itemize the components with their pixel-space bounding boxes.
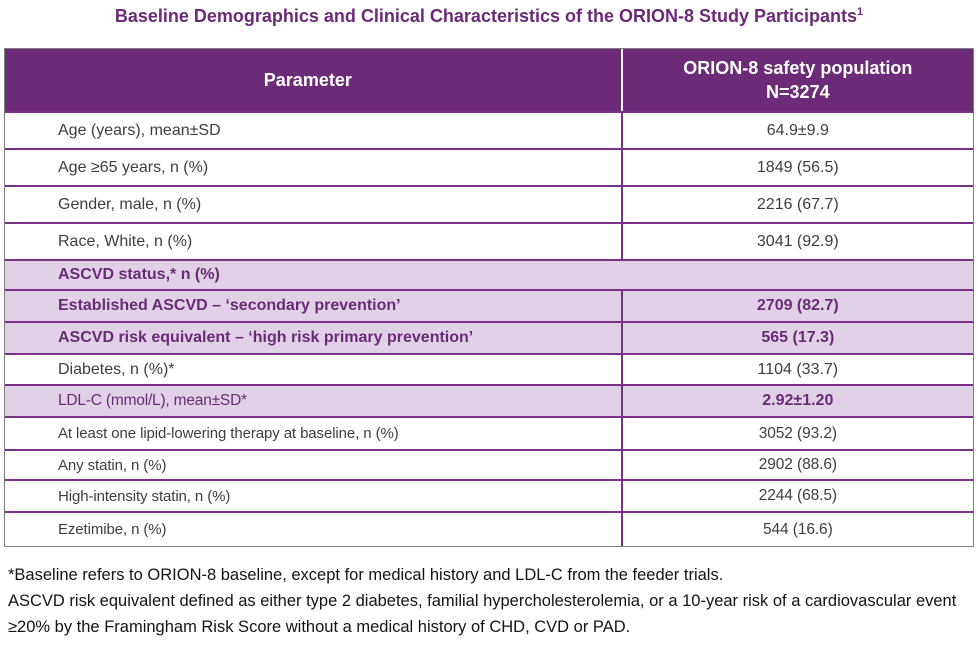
value-cell: 2216 (67.7) (620, 187, 973, 222)
table-section-row-ascvd-status: ASCVD status,* n (%) (5, 259, 973, 289)
value-cell: 565 (17.3) (620, 323, 973, 353)
value-cell: 64.9±9.9 (620, 113, 973, 148)
value-cell: 1104 (33.7) (620, 355, 973, 384)
parameter-cell: High-intensity statin, n (%) (58, 487, 231, 505)
table-row-lipid-lowering-therapy: At least one lipid-lowering therapy at b… (5, 416, 973, 449)
value-cell: 2.92±1.20 (620, 386, 973, 416)
title-superscript: 1 (857, 6, 864, 18)
parameter-cell: Ezetimibe, n (%) (58, 521, 167, 538)
footnotes: *Baseline refers to ORION-8 baseline, ex… (8, 562, 970, 640)
parameter-cell: Established ASCVD – ‘secondary preventio… (58, 297, 401, 314)
parameter-cell: Diabetes, n (%)* (58, 360, 175, 378)
table-row-established-ascvd: Established ASCVD – ‘secondary preventio… (5, 289, 973, 321)
table-row-race: Race, White, n (%) 3041 (92.9) (5, 222, 973, 259)
footnote-line-ascvd-definition: ASCVD risk equivalent defined as either … (8, 592, 957, 636)
parameter-cell: Gender, male, n (%) (58, 195, 202, 213)
page-title-text: Baseline Demographics and Clinical Chara… (114, 6, 858, 26)
table-row-ascvd-risk-equivalent: ASCVD risk equivalent – ‘high risk prima… (5, 321, 973, 353)
table-row-diabetes: Diabetes, n (%)* 1104 (33.7) (5, 353, 973, 384)
table-row-gender: Gender, male, n (%) 2216 (67.7) (5, 185, 973, 222)
header-population-line2: N=3274 (766, 82, 830, 102)
page-title: Baseline Demographics and Clinical Chara… (0, 6, 978, 27)
value-cell: 2902 (88.6) (620, 451, 973, 479)
parameter-cell: Any statin, n (%) (58, 456, 167, 474)
demographics-table: Parameter ORION-8 safety population N=32… (4, 48, 974, 547)
parameter-cell: Age (years), mean±SD (58, 121, 221, 139)
value-cell: 544 (16.6) (620, 513, 973, 546)
table-row-high-intensity-statin: High-intensity statin, n (%) 2244 (68.5) (5, 479, 973, 511)
value-cell: 2709 (82.7) (620, 291, 973, 321)
table-header-row: Parameter ORION-8 safety population N=32… (5, 49, 973, 111)
parameter-cell: ASCVD risk equivalent – ‘high risk prima… (58, 329, 474, 346)
value-cell: 2244 (68.5) (620, 481, 973, 511)
section-label: ASCVD status,* n (%) (58, 266, 220, 283)
value-cell: 1849 (56.5) (620, 150, 973, 185)
table-row-age: Age (years), mean±SD 64.9±9.9 (5, 111, 973, 148)
header-parameter: Parameter (263, 69, 352, 90)
table-row-ldl-c: LDL-C (mmol/L), mean±SD* 2.92±1.20 (5, 384, 973, 416)
header-population-line1: ORION-8 safety population (683, 58, 913, 78)
value-cell: 3052 (93.2) (620, 418, 973, 449)
table-row-any-statin: Any statin, n (%) 2902 (88.6) (5, 449, 973, 479)
parameter-cell: Race, White, n (%) (58, 232, 193, 250)
parameter-cell: LDL-C (mmol/L), mean±SD* (58, 392, 247, 409)
table-row-ezetimibe: Ezetimibe, n (%) 544 (16.6) (5, 511, 973, 546)
header-population: ORION-8 safety population N=3274 (620, 49, 973, 111)
footnote-line-baseline: *Baseline refers to ORION-8 baseline, ex… (8, 566, 724, 584)
parameter-cell: Age ≥65 years, n (%) (58, 158, 209, 176)
parameter-cell: At least one lipid-lowering therapy at b… (58, 425, 399, 442)
value-cell: 3041 (92.9) (620, 224, 973, 259)
table-row-age-65: Age ≥65 years, n (%) 1849 (56.5) (5, 148, 973, 185)
